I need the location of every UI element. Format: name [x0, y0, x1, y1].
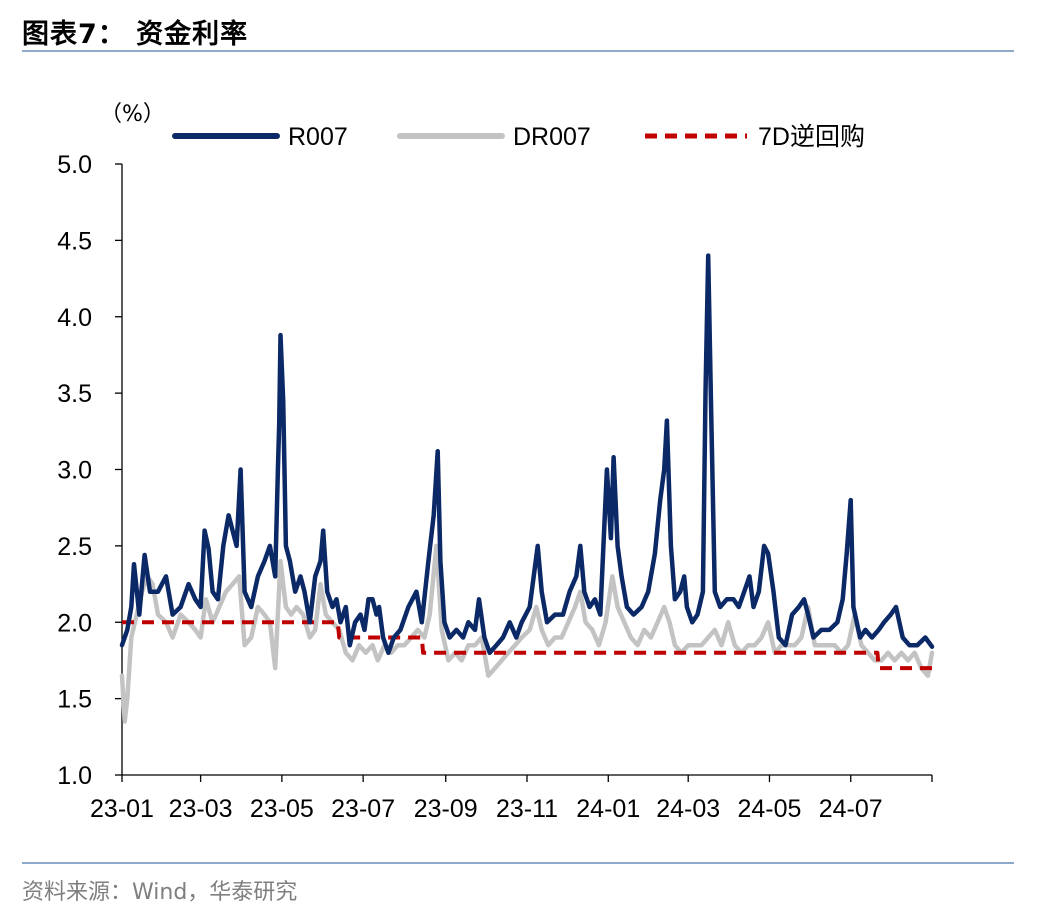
- y-unit-label: （%）: [100, 102, 165, 127]
- legend-label: 7D逆回购: [758, 123, 865, 151]
- legend-label: R007: [288, 123, 348, 151]
- y-tick-label: 2.0: [57, 609, 92, 637]
- source-note: 资料来源：Wind，华泰研究: [22, 880, 298, 905]
- y-tick-label: 4.0: [57, 304, 92, 332]
- x-tick-label: 23-03: [169, 795, 233, 823]
- y-tick-label: 5.0: [57, 151, 92, 179]
- x-tick-label: 24-05: [737, 795, 801, 823]
- legend-label: DR007: [513, 123, 591, 151]
- series-layer: [119, 253, 935, 724]
- x-tick-label: 24-03: [656, 795, 720, 823]
- bottom-rule: [22, 862, 1014, 864]
- y-tick-label: 2.5: [57, 533, 92, 561]
- y-tick-label: 3.5: [57, 380, 92, 408]
- x-tick-label: 23-05: [250, 795, 314, 823]
- top-rule: [22, 50, 1014, 52]
- x-tick-label: 23-11: [496, 795, 558, 823]
- x-tick-label: 24-01: [576, 795, 640, 823]
- y-tick-label: 4.5: [57, 227, 92, 255]
- y-tick-label: 3.0: [57, 457, 92, 485]
- x-tick-label: 23-09: [414, 795, 478, 823]
- y-tick-label: 1.0: [57, 762, 92, 790]
- x-tick-label: 23-01: [90, 795, 154, 823]
- chart-title: 图表7： 资金利率: [22, 19, 249, 50]
- y-tick-label: 1.5: [57, 686, 92, 714]
- axes: 5.0 4.5 4.0 3.5 3.0 2.5 2.0 1.5 1.0 23-01 23-03 23-…: [57, 151, 933, 823]
- series-line-dr007: [119, 543, 935, 724]
- x-tick-label: 24-07: [819, 795, 883, 823]
- series-line-7d-reverse-repo: [122, 620, 932, 671]
- legend: R007 DR007 7D逆回购: [172, 123, 865, 151]
- series-line-r007: [119, 253, 935, 656]
- x-tick-label: 23-07: [331, 795, 395, 823]
